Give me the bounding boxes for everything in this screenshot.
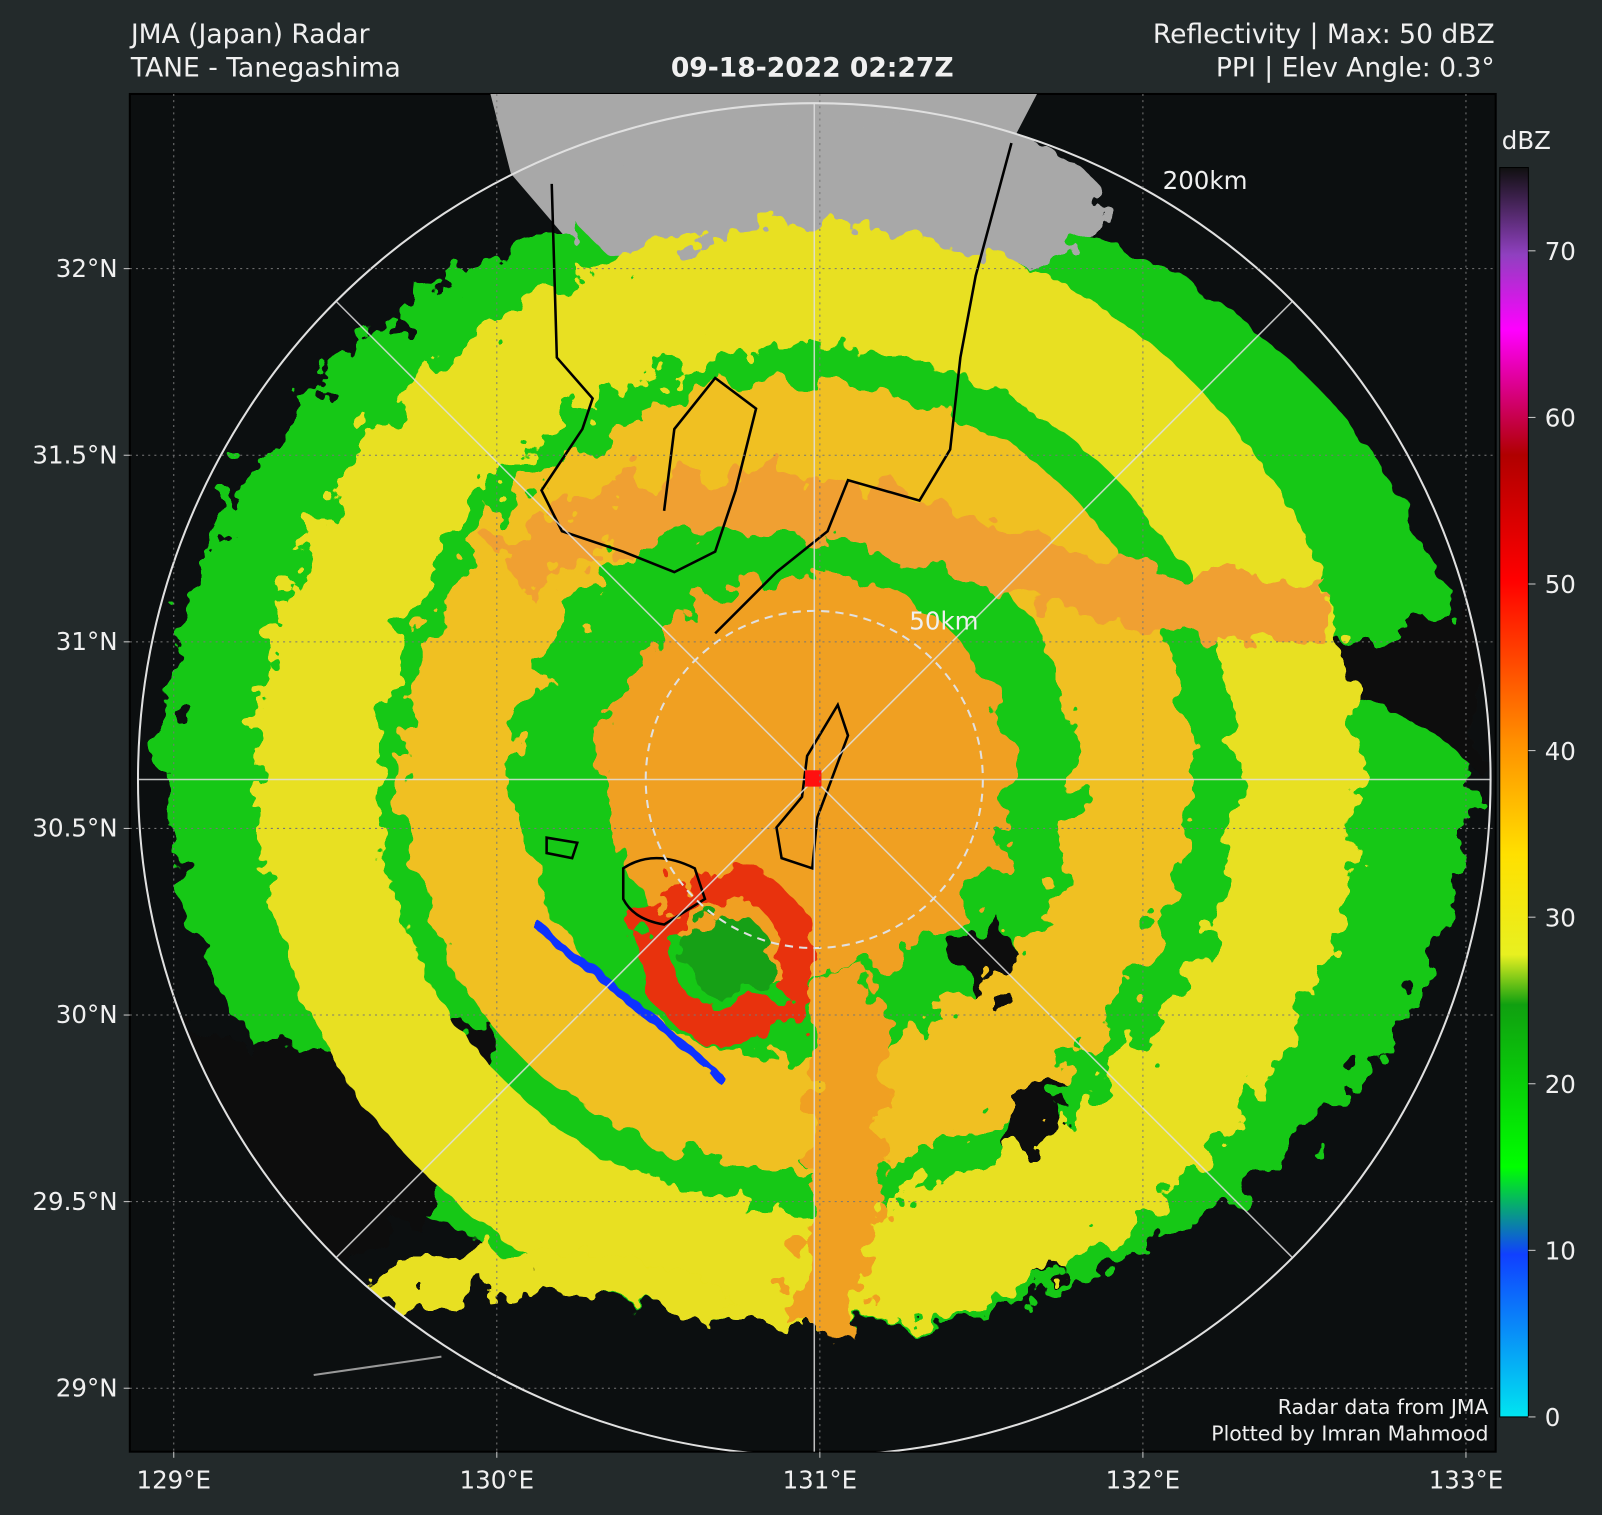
x-tick-label: 129°E (137, 1465, 212, 1494)
title: JMA (Japan) Radar (129, 19, 370, 50)
y-tick-label: 31°N (56, 627, 118, 656)
map-layer (137, 93, 1492, 1452)
scan-info: PPI | Elev Angle: 0.3° (1216, 53, 1495, 84)
x-tick-label: 130°E (460, 1465, 534, 1494)
y-tick-label: 31.5°N (32, 440, 117, 469)
x-tick-label: 132°E (1106, 1465, 1181, 1494)
radar-site (805, 770, 822, 787)
range-ring-outer (137, 102, 1492, 1452)
credit: Radar data from JMA (1278, 1395, 1489, 1419)
y-tick-label: 30°N (56, 1000, 118, 1029)
colorbar-tick-label: 40 (1545, 737, 1576, 766)
timestamp: 09-18-2022 02:27Z (671, 53, 954, 84)
y-tick-label: 32°N (56, 254, 118, 283)
colorbar-tick-label: 20 (1545, 1070, 1576, 1099)
credit: Plotted by Imran Mahmood (1211, 1421, 1488, 1445)
range-label: 50km (909, 606, 978, 635)
colorbar-tick-label: 0 (1545, 1403, 1561, 1432)
product: Reflectivity | Max: 50 dBZ (1153, 19, 1495, 50)
colorbar-tick-label: 60 (1545, 404, 1576, 433)
colorbar (1499, 167, 1529, 1418)
colorbar-tick-label: 30 (1545, 903, 1576, 932)
y-tick-label: 29.5°N (32, 1187, 117, 1216)
colorbar-tick-label: 50 (1545, 570, 1576, 599)
colorbar-tick-label: 10 (1545, 1237, 1576, 1266)
y-tick-label: 29°N (56, 1373, 118, 1402)
x-tick-label: 131°E (783, 1465, 858, 1494)
y-tick-label: 30.5°N (32, 814, 117, 843)
scale-line (313, 1355, 442, 1377)
subtitle: TANE - Tanegashima (130, 53, 401, 84)
coastline (540, 142, 1013, 926)
range-label: 200km (1163, 166, 1248, 195)
colorbar-tick-label: 70 (1545, 237, 1576, 266)
x-tick-label: 133°E (1429, 1465, 1504, 1494)
range-ring-inner (644, 609, 984, 950)
colorbar-label: dBZ (1502, 126, 1551, 155)
